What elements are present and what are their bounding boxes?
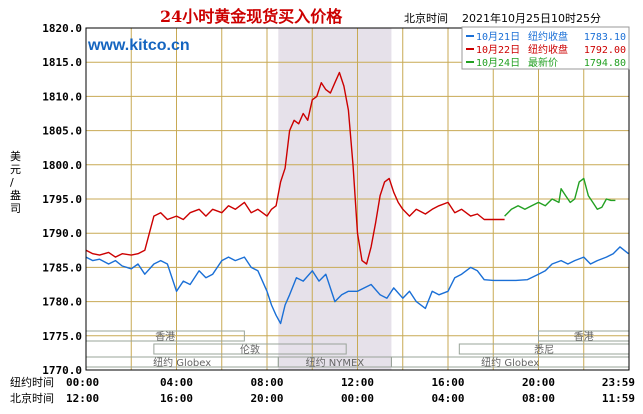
- session-label: 纽约 Globex: [153, 356, 211, 369]
- x-axis-ticks: 纽约时间 00:00 04:00 08:00 12:00 16:00 20:00 23:59 北…: [10, 375, 635, 405]
- session-bar-box: [153, 343, 347, 355]
- y-tick-label: 1820.0: [42, 22, 82, 35]
- y-axis-ticks: 1770.0 1775.0 1780.0 1785.0 1790.0 1795.0 1800…: [42, 22, 82, 377]
- x-tick-label: 23:59: [602, 376, 635, 389]
- y-axis-label-text: 美元/盎司: [10, 150, 21, 215]
- x-tick-label: 11:59: [602, 392, 635, 405]
- legend-entry: 10月21日 纽约收盘 1783.10: [466, 30, 626, 43]
- y-tick-label: 1815.0: [42, 56, 82, 69]
- legend-value: 1783.10: [584, 32, 626, 43]
- y-tick-label: 1795.0: [42, 193, 82, 206]
- session-label: 悉尼: [534, 344, 554, 356]
- y-axis-label-char: 司: [10, 202, 21, 215]
- legend-value: 1792.00: [584, 45, 626, 56]
- x-tick-label: 04:00: [160, 376, 193, 389]
- y-tick-label: 1790.0: [42, 227, 82, 240]
- kitco-watermark: www.kitco.cn: [87, 37, 190, 54]
- session-label: 纽约 NYMEX: [306, 356, 365, 369]
- x-tick-label: 00:00: [341, 392, 374, 405]
- y-tick-label: 1810.0: [42, 90, 82, 103]
- series-line: [504, 177, 616, 217]
- grid-lines: [86, 28, 629, 370]
- legend-date: 10月24日: [476, 57, 520, 69]
- legend-entry: 10月22日 纽约收盘 1792.00: [466, 43, 626, 56]
- x-tick-label: 12:00: [66, 392, 99, 405]
- y-tick-label: 1780.0: [42, 296, 82, 309]
- legend-label: 纽约收盘: [528, 43, 568, 56]
- x-tick-label: 12:00: [341, 376, 374, 389]
- legend-date: 10月22日: [476, 44, 520, 56]
- legend-date: 10月21日: [476, 31, 520, 43]
- session-label: 香港: [155, 331, 175, 343]
- x-tick-label: 00:00: [66, 376, 99, 389]
- x-tick-label: 20:00: [250, 392, 283, 405]
- y-axis-label-char: 盎: [10, 188, 21, 202]
- x-tick-label: 16:00: [160, 392, 193, 405]
- legend-value: 1794.80: [584, 58, 626, 69]
- y-axis-label-char: 元: [10, 163, 21, 176]
- y-tick-label: 1775.0: [42, 330, 82, 343]
- x-axis-row-label: 北京时间: [10, 391, 54, 405]
- x-tick-label: 16:00: [431, 376, 464, 389]
- x-axis-row-label: 纽约时间: [10, 375, 54, 389]
- chart-title: 24小时黄金现货买入价格: [160, 7, 343, 26]
- session-label: 纽约 Globex: [481, 356, 539, 369]
- y-tick-label: 1805.0: [42, 125, 82, 138]
- series-line: [85, 246, 629, 325]
- x-tick-label: 20:00: [522, 376, 555, 389]
- y-axis-label: 美元/盎司: [10, 150, 21, 215]
- x-tick-label: 04:00: [431, 392, 464, 405]
- y-tick-label: 1770.0: [42, 364, 82, 377]
- y-tick-label: 1800.0: [42, 159, 82, 172]
- price-series: [85, 71, 629, 325]
- x-tick-label: 08:00: [522, 392, 555, 405]
- y-tick-label: 1785.0: [42, 261, 82, 274]
- legend-label: 最新价: [528, 56, 558, 69]
- y-axis-label-char: 美: [10, 150, 21, 163]
- chart-datetime: 北京时间 2021年10月25日10时25分: [404, 11, 601, 25]
- session-bar: 伦敦: [153, 343, 347, 356]
- session-label: 伦敦: [240, 343, 260, 356]
- legend-label: 纽约收盘: [528, 30, 568, 43]
- plot-frame: [85, 27, 630, 371]
- x-tick-label: 08:00: [250, 376, 283, 389]
- legend-entry: 10月24日 最新价 1794.80: [466, 56, 626, 69]
- y-axis-label-char: /: [10, 176, 14, 189]
- series-line: [85, 71, 505, 265]
- session-label: 香港: [574, 331, 594, 343]
- legend-box: [461, 26, 630, 70]
